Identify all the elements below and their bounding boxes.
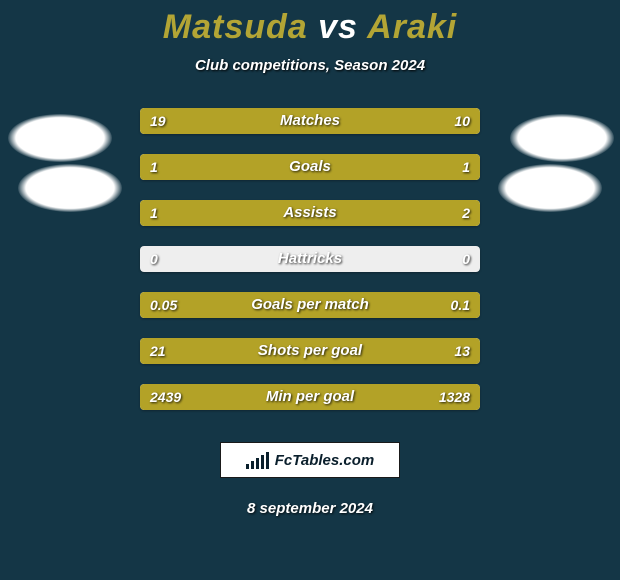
infographic-container: Matsuda vs Araki Club competitions, Seas…: [0, 0, 620, 580]
bar-left: [140, 108, 361, 134]
bar-right: [310, 154, 480, 180]
bar-right: [351, 338, 480, 364]
subtitle: Club competitions, Season 2024: [0, 57, 620, 74]
stat-row: Matches1910: [0, 108, 620, 154]
bar-track: [140, 200, 480, 226]
brand-badge[interactable]: FcTables.com: [220, 442, 400, 478]
stat-row: Goals per match0.050.1: [0, 292, 620, 338]
bar-track: [140, 154, 480, 180]
bar-track: [140, 338, 480, 364]
brand-text: FcTables.com: [275, 452, 374, 469]
player2-name: Araki: [367, 8, 457, 46]
bar-track: [140, 108, 480, 134]
bar-left: [140, 338, 351, 364]
bar-left: [140, 292, 249, 318]
stat-row: Assists12: [0, 200, 620, 246]
bar-left: [140, 154, 310, 180]
page-title: Matsuda vs Araki: [0, 8, 620, 47]
bar-track: [140, 246, 480, 272]
date-text: 8 september 2024: [0, 500, 620, 517]
brand-bars-icon: [246, 451, 269, 469]
bar-right: [361, 384, 480, 410]
bar-right: [249, 200, 480, 226]
player1-name: Matsuda: [163, 8, 308, 46]
bar-left: [140, 384, 361, 410]
bar-track: [140, 384, 480, 410]
bar-right: [361, 108, 480, 134]
stats-rows: Matches1910Goals11Assists12Hattricks00Go…: [0, 108, 620, 430]
stat-row: Min per goal24391328: [0, 384, 620, 430]
bar-right: [249, 292, 480, 318]
bar-left: [140, 200, 249, 226]
stat-row: Hattricks00: [0, 246, 620, 292]
stat-row: Goals11: [0, 154, 620, 200]
stat-row: Shots per goal2113: [0, 338, 620, 384]
vs-text: vs: [318, 8, 358, 46]
bar-track: [140, 292, 480, 318]
